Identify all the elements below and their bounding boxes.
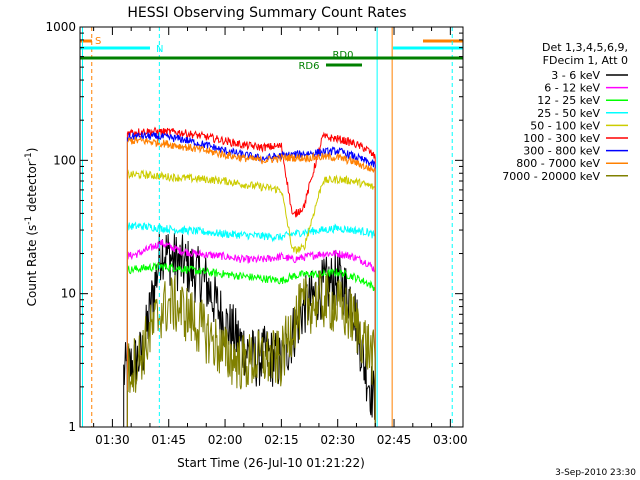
- x-tick-label: 01:30: [95, 433, 130, 447]
- series-line-800-7000-kev: [126, 135, 376, 427]
- y-tick-label: 1000: [45, 20, 76, 34]
- legend-label-25-50-kev: 25 - 50 keV: [537, 107, 600, 120]
- y-tick-label: 1: [68, 420, 76, 434]
- series-300-800-kev: [126, 131, 376, 427]
- legend-label-800-7000-kev: 800 - 7000 keV: [516, 157, 600, 170]
- y-axis: 1 10 100 1000: [45, 20, 463, 434]
- legend-header-line1: Det 1,3,4,5,6,9,: [542, 41, 628, 54]
- series-3-6-kev: [123, 231, 376, 427]
- footer-timestamp: 3-Sep-2010 23:30: [555, 468, 636, 478]
- x-tick-label: 02:45: [377, 433, 412, 447]
- series-800-7000-kev: [126, 135, 376, 427]
- legend-label-3-6-kev: 3 - 6 keV: [551, 69, 600, 82]
- x-tick-label: 03:00: [433, 433, 468, 447]
- series-line-100-300-kev: [126, 126, 376, 427]
- series-line-3-6-kev: [123, 231, 376, 427]
- chart-title: HESSI Observing Summary Count Rates: [127, 5, 406, 21]
- annotation-rd0-label: RD0: [332, 50, 353, 61]
- series-12-25-kev: [126, 262, 376, 427]
- legend-label-6-12-kev: 6 - 12 keV: [544, 82, 600, 95]
- series-6-12-kev: [126, 239, 376, 427]
- legend: Det 1,3,4,5,6,9, FDecim 1, Att 0 3 - 6 k…: [502, 41, 628, 183]
- x-axis-label: Start Time (26-Jul-10 01:21:22): [177, 456, 365, 470]
- x-tick-label: 01:45: [151, 433, 186, 447]
- plot-frame: [79, 26, 464, 428]
- series-line-50-100-kev: [126, 169, 376, 427]
- y-tick-label: 10: [61, 287, 76, 301]
- x-tick-label: 02:00: [208, 433, 243, 447]
- legend-label-7000-20000-kev: 7000 - 20000 keV: [502, 170, 600, 183]
- series-line-25-50-kev: [126, 221, 376, 427]
- series-line-300-800-kev: [126, 131, 376, 427]
- series-line-7000-20000-kev: [126, 271, 376, 427]
- annotation-rd6-label: RD6: [298, 61, 319, 72]
- y-axis-label: Count Rate (s-1 detector-1): [24, 148, 39, 307]
- series-line-6-12-kev: [126, 239, 376, 427]
- series-100-300-kev: [126, 126, 376, 427]
- annotation-s-label: S: [95, 36, 101, 47]
- x-tick-label: 02:15: [264, 433, 299, 447]
- legend-label-100-300-kev: 100 - 300 keV: [523, 132, 600, 145]
- y-tick-label: 100: [53, 153, 76, 167]
- series-7000-20000-kev: [126, 271, 376, 427]
- series-line-12-25-kev: [126, 262, 376, 427]
- legend-header-line2: FDecim 1, Att 0: [543, 54, 628, 67]
- annotations: S N RD0 RD6: [80, 27, 463, 427]
- legend-label-12-25-kev: 12 - 25 keV: [537, 94, 600, 107]
- legend-label-50-100-kev: 50 - 100 keV: [530, 119, 600, 132]
- x-tick-label: 02:30: [320, 433, 355, 447]
- series-25-50-kev: [126, 221, 376, 427]
- annotation-n-label: N: [156, 44, 163, 55]
- series-50-100-kev: [126, 169, 376, 427]
- legend-label-300-800-kev: 300 - 800 keV: [523, 145, 600, 158]
- x-axis: 01:30 01:45 02:00 02:15 02:30 02:45 03:00: [93, 27, 468, 447]
